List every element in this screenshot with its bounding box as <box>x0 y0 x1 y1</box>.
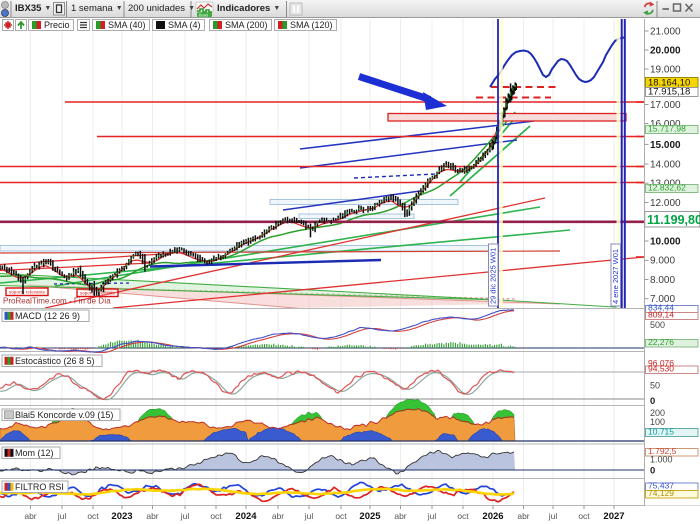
svg-text:8.000: 8.000 <box>650 275 675 286</box>
svg-text:18.164,10: 18.164,10 <box>648 78 690 89</box>
svg-text:0: 0 <box>650 466 655 477</box>
svg-text:17.000: 17.000 <box>650 100 681 111</box>
svg-text:74,129: 74,129 <box>648 488 674 498</box>
svg-text:834,44: 834,44 <box>648 303 674 313</box>
svg-text:abr: abr <box>272 511 284 521</box>
svg-text:16.000: 16.000 <box>650 119 681 130</box>
svg-text:soporte relevante: soporte relevante <box>80 290 116 295</box>
svg-text:22,276: 22,276 <box>648 337 674 347</box>
svg-text:29 dic 2025 W01: 29 dic 2025 W01 <box>489 248 498 304</box>
svg-text:jul: jul <box>548 511 558 521</box>
svg-text:15.717,98: 15.717,98 <box>648 124 686 134</box>
svg-text:jul: jul <box>304 511 314 521</box>
svg-text:12.000: 12.000 <box>650 198 681 209</box>
svg-text:oct: oct <box>578 511 590 521</box>
svg-text:2026: 2026 <box>482 511 503 522</box>
svg-text:10.000: 10.000 <box>650 236 681 247</box>
svg-text:oct: oct <box>335 511 347 521</box>
svg-text:50: 50 <box>650 381 660 391</box>
svg-text:96,076: 96,076 <box>648 358 674 368</box>
svg-text:9.000: 9.000 <box>650 256 675 267</box>
svg-text:2025: 2025 <box>359 511 381 522</box>
svg-text:0: 0 <box>650 396 655 407</box>
svg-text:Build: Build <box>199 12 208 17</box>
svg-text:jul: jul <box>57 511 67 521</box>
svg-text:94,530: 94,530 <box>648 364 674 374</box>
svg-text:17.915,18: 17.915,18 <box>648 87 690 98</box>
svg-text:100: 100 <box>650 417 665 427</box>
svg-text:oct: oct <box>87 511 99 521</box>
svg-text:Estocástico (26 8 5): Estocástico (26 8 5) <box>15 356 95 366</box>
svg-text:ProRealTime.com - Fin de Día: ProRealTime.com - Fin de Día <box>3 297 111 306</box>
svg-text:75,437: 75,437 <box>648 481 674 491</box>
svg-text:15.000: 15.000 <box>650 140 681 151</box>
svg-text:21.000: 21.000 <box>650 26 681 37</box>
svg-text:10.715: 10.715 <box>648 427 674 437</box>
svg-text:abr: abr <box>394 511 406 521</box>
svg-text:13.000: 13.000 <box>650 179 681 190</box>
svg-text:abr: abr <box>146 511 158 521</box>
svg-text:19.000: 19.000 <box>650 64 681 75</box>
svg-text:jul: jul <box>180 511 190 521</box>
svg-text:2027: 2027 <box>603 511 624 522</box>
svg-text:7.000: 7.000 <box>650 294 675 305</box>
svg-text:abr: abr <box>517 511 529 521</box>
svg-text:Blai5 Koncorde v.09 (15): Blai5 Koncorde v.09 (15) <box>15 410 113 420</box>
svg-text:1.792,5: 1.792,5 <box>648 446 677 456</box>
svg-text:FILTRO RSI: FILTRO RSI <box>15 482 64 492</box>
svg-text:abr: abr <box>24 511 36 521</box>
svg-text:oct: oct <box>457 511 469 521</box>
svg-text:200: 200 <box>650 408 665 418</box>
svg-text:soporte relevante: soporte relevante <box>9 289 46 294</box>
svg-text:Mom (12): Mom (12) <box>15 448 54 458</box>
svg-text:MACD (12 26 9): MACD (12 26 9) <box>15 311 80 321</box>
svg-text:4 ene 2027 W01: 4 ene 2027 W01 <box>611 249 620 304</box>
svg-text:2024: 2024 <box>235 511 257 522</box>
svg-text:14.000: 14.000 <box>650 159 681 170</box>
svg-text:500: 500 <box>650 320 665 330</box>
svg-text:20.000: 20.000 <box>650 45 681 56</box>
svg-text:809,14: 809,14 <box>648 310 674 320</box>
svg-text:12.832,62: 12.832,62 <box>648 183 686 193</box>
svg-text:2023: 2023 <box>111 511 132 522</box>
svg-text:11.199,80: 11.199,80 <box>647 213 700 227</box>
svg-text:1.000: 1.000 <box>650 455 673 465</box>
svg-text:oct: oct <box>210 511 222 521</box>
svg-text:jul: jul <box>427 511 437 521</box>
